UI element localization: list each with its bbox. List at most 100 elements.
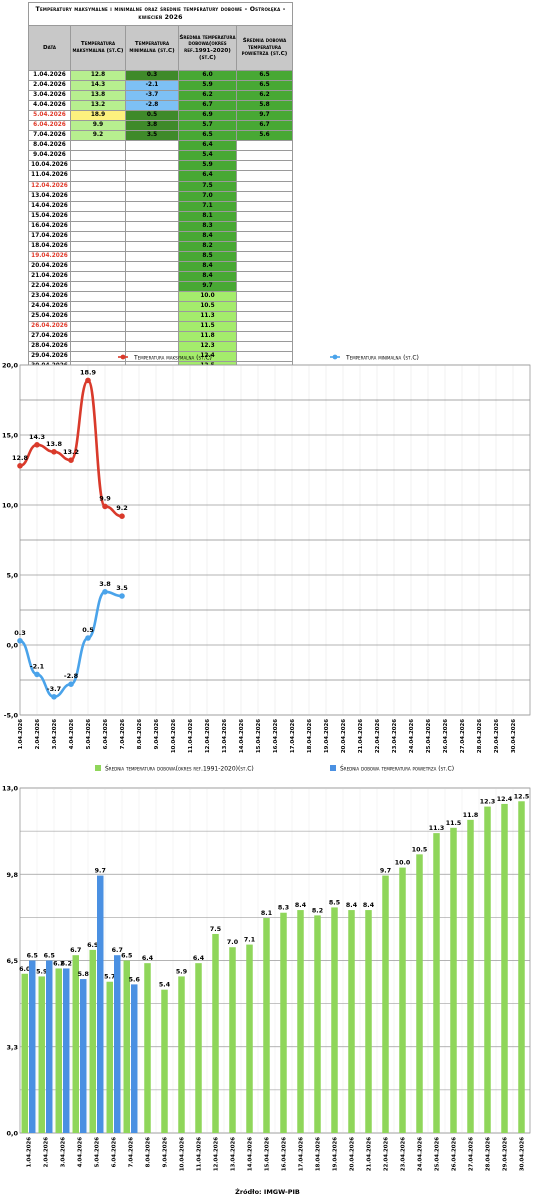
row-ref: 6.9 xyxy=(178,110,237,122)
row-ref: 6.4 xyxy=(178,170,237,182)
bar-reference xyxy=(331,907,338,1133)
row-tmin xyxy=(125,260,179,272)
row-ref: 11.5 xyxy=(178,321,237,333)
table-row: 10.04.2026 5.9 xyxy=(28,160,294,172)
x-tick-label: 9.04.2026 xyxy=(163,1137,169,1168)
bar-label: 6.0 xyxy=(19,966,31,973)
bar-label: 5.9 xyxy=(36,968,47,975)
row-tmin: 0.5 xyxy=(125,110,179,122)
y-tick-label: 3,3 xyxy=(6,1043,18,1051)
data-label: 12.8 xyxy=(12,454,29,462)
x-tick-label: 14.04.2026 xyxy=(239,719,245,753)
row-ref: 5.9 xyxy=(178,160,237,172)
row-tmax xyxy=(70,160,126,172)
row-tmax xyxy=(70,210,126,222)
bar-daily-average xyxy=(114,955,121,1133)
row-tmax xyxy=(70,270,126,282)
bar-label: 12.3 xyxy=(480,799,496,806)
x-tick-label: 21.04.2026 xyxy=(358,719,364,753)
bar-reference xyxy=(89,949,96,1133)
row-ref: 8.3 xyxy=(178,220,237,232)
x-tick-label: 16.04.2026 xyxy=(273,719,279,753)
legend-marker xyxy=(332,354,338,360)
row-avg xyxy=(235,260,294,272)
table-row: 7.04.2026 9.2 3.5 6.5 5.6 xyxy=(28,130,294,142)
bar-reference xyxy=(382,875,389,1133)
data-point xyxy=(102,503,108,510)
temperature-table: Temperatury maksymalne i minimalne oraz … xyxy=(27,2,294,373)
data-point xyxy=(34,442,40,448)
row-date: 8.04.2026 xyxy=(28,140,71,152)
legend-marker xyxy=(120,354,126,360)
x-tick-label: 10.04.2026 xyxy=(171,719,177,753)
y-tick-label: 6,5 xyxy=(6,957,18,965)
x-tick-label: 18.04.2026 xyxy=(307,719,313,753)
table-row: 22.04.2026 9.7 xyxy=(28,280,294,293)
bar-label: 11.3 xyxy=(429,825,445,832)
row-date: 15.04.2026 xyxy=(28,210,71,222)
row-avg xyxy=(235,291,294,303)
row-tmax: 9.9 xyxy=(70,120,126,132)
bar-reference xyxy=(178,976,185,1133)
bar-reference xyxy=(297,910,304,1133)
bar-daily-average xyxy=(97,875,104,1133)
x-tick-label: 23.04.2026 xyxy=(401,1137,407,1171)
data-label: 13.8 xyxy=(46,440,63,448)
bar-reference xyxy=(484,806,491,1133)
row-avg: 9.7 xyxy=(235,110,294,122)
bar-label: 8.3 xyxy=(278,905,289,912)
temperature-table-container: Temperatury maksymalne i minimalne oraz … xyxy=(27,2,294,373)
table-row: 19.04.2026 8.5 xyxy=(28,250,294,262)
table-row: 2.04.2026 14.3 -2.1 5.9 6.5 xyxy=(28,80,294,92)
row-tmin: 3.5 xyxy=(125,130,179,142)
row-avg: 6.5 xyxy=(235,69,294,82)
row-avg xyxy=(235,321,294,333)
data-label: 13.2 xyxy=(63,448,79,456)
table-row: 26.04.2026 11.5 xyxy=(28,321,294,333)
y-tick-label: 15,0 xyxy=(2,432,19,440)
table-row: 27.04.2026 11.8 xyxy=(28,331,294,343)
header-tmin: Temperatura minimalna (st.C) xyxy=(125,25,179,71)
row-ref: 7.1 xyxy=(178,200,237,212)
x-tick-label: 29.04.2026 xyxy=(503,1137,509,1171)
bar-label: 6.7 xyxy=(112,947,123,954)
table-row: 21.04.2026 8.4 xyxy=(28,270,294,282)
row-tmin: -2.1 xyxy=(125,80,179,92)
row-avg xyxy=(235,240,294,252)
line-chart: 20,0 15,0 10,0 5,0 0,0 -5,01.04.2026 2.04.2026… xyxy=(2,354,531,753)
row-date: 3.04.2026 xyxy=(28,90,71,102)
row-ref: 6.7 xyxy=(178,100,237,112)
data-point xyxy=(85,635,91,641)
header-tmax: Temperatura maksymalna (st.C) xyxy=(70,25,126,71)
row-date: 18.04.2026 xyxy=(28,240,71,252)
row-date: 17.04.2026 xyxy=(28,230,71,242)
bar-reference xyxy=(314,915,321,1133)
table-row: 12.04.2026 7.5 xyxy=(28,180,294,192)
bar-label: 6.7 xyxy=(70,947,81,954)
bar-label: 8.1 xyxy=(261,910,272,917)
table-row: 17.04.2026 8.4 xyxy=(28,230,294,242)
table-row: 11.04.2026 6.4 xyxy=(28,170,294,182)
bar-reference xyxy=(433,833,440,1133)
data-point xyxy=(17,638,23,644)
x-tick-label: 24.04.2026 xyxy=(418,1137,424,1171)
row-ref: 6.2 xyxy=(178,90,237,102)
bar-daily-average xyxy=(131,984,138,1133)
row-tmax xyxy=(70,200,126,212)
row-tmin xyxy=(125,200,179,212)
x-tick-label: 4.04.2026 xyxy=(78,1137,84,1168)
y-tick-label: 13,0 xyxy=(2,785,19,793)
row-tmin xyxy=(125,240,179,252)
row-tmin xyxy=(125,230,179,242)
bar-reference xyxy=(365,910,372,1133)
data-point xyxy=(17,463,23,469)
data-label: 3.8 xyxy=(99,580,111,588)
bar-label: 8.4 xyxy=(363,902,375,909)
row-date: 12.04.2026 xyxy=(28,180,71,192)
bar-daily-average xyxy=(46,960,53,1133)
x-tick-label: 28.04.2026 xyxy=(477,719,483,753)
x-tick-label: 27.04.2026 xyxy=(469,1137,475,1171)
row-date: 1.04.2026 xyxy=(28,69,71,82)
data-point xyxy=(51,694,57,700)
x-tick-label: 20.04.2026 xyxy=(350,1137,356,1171)
